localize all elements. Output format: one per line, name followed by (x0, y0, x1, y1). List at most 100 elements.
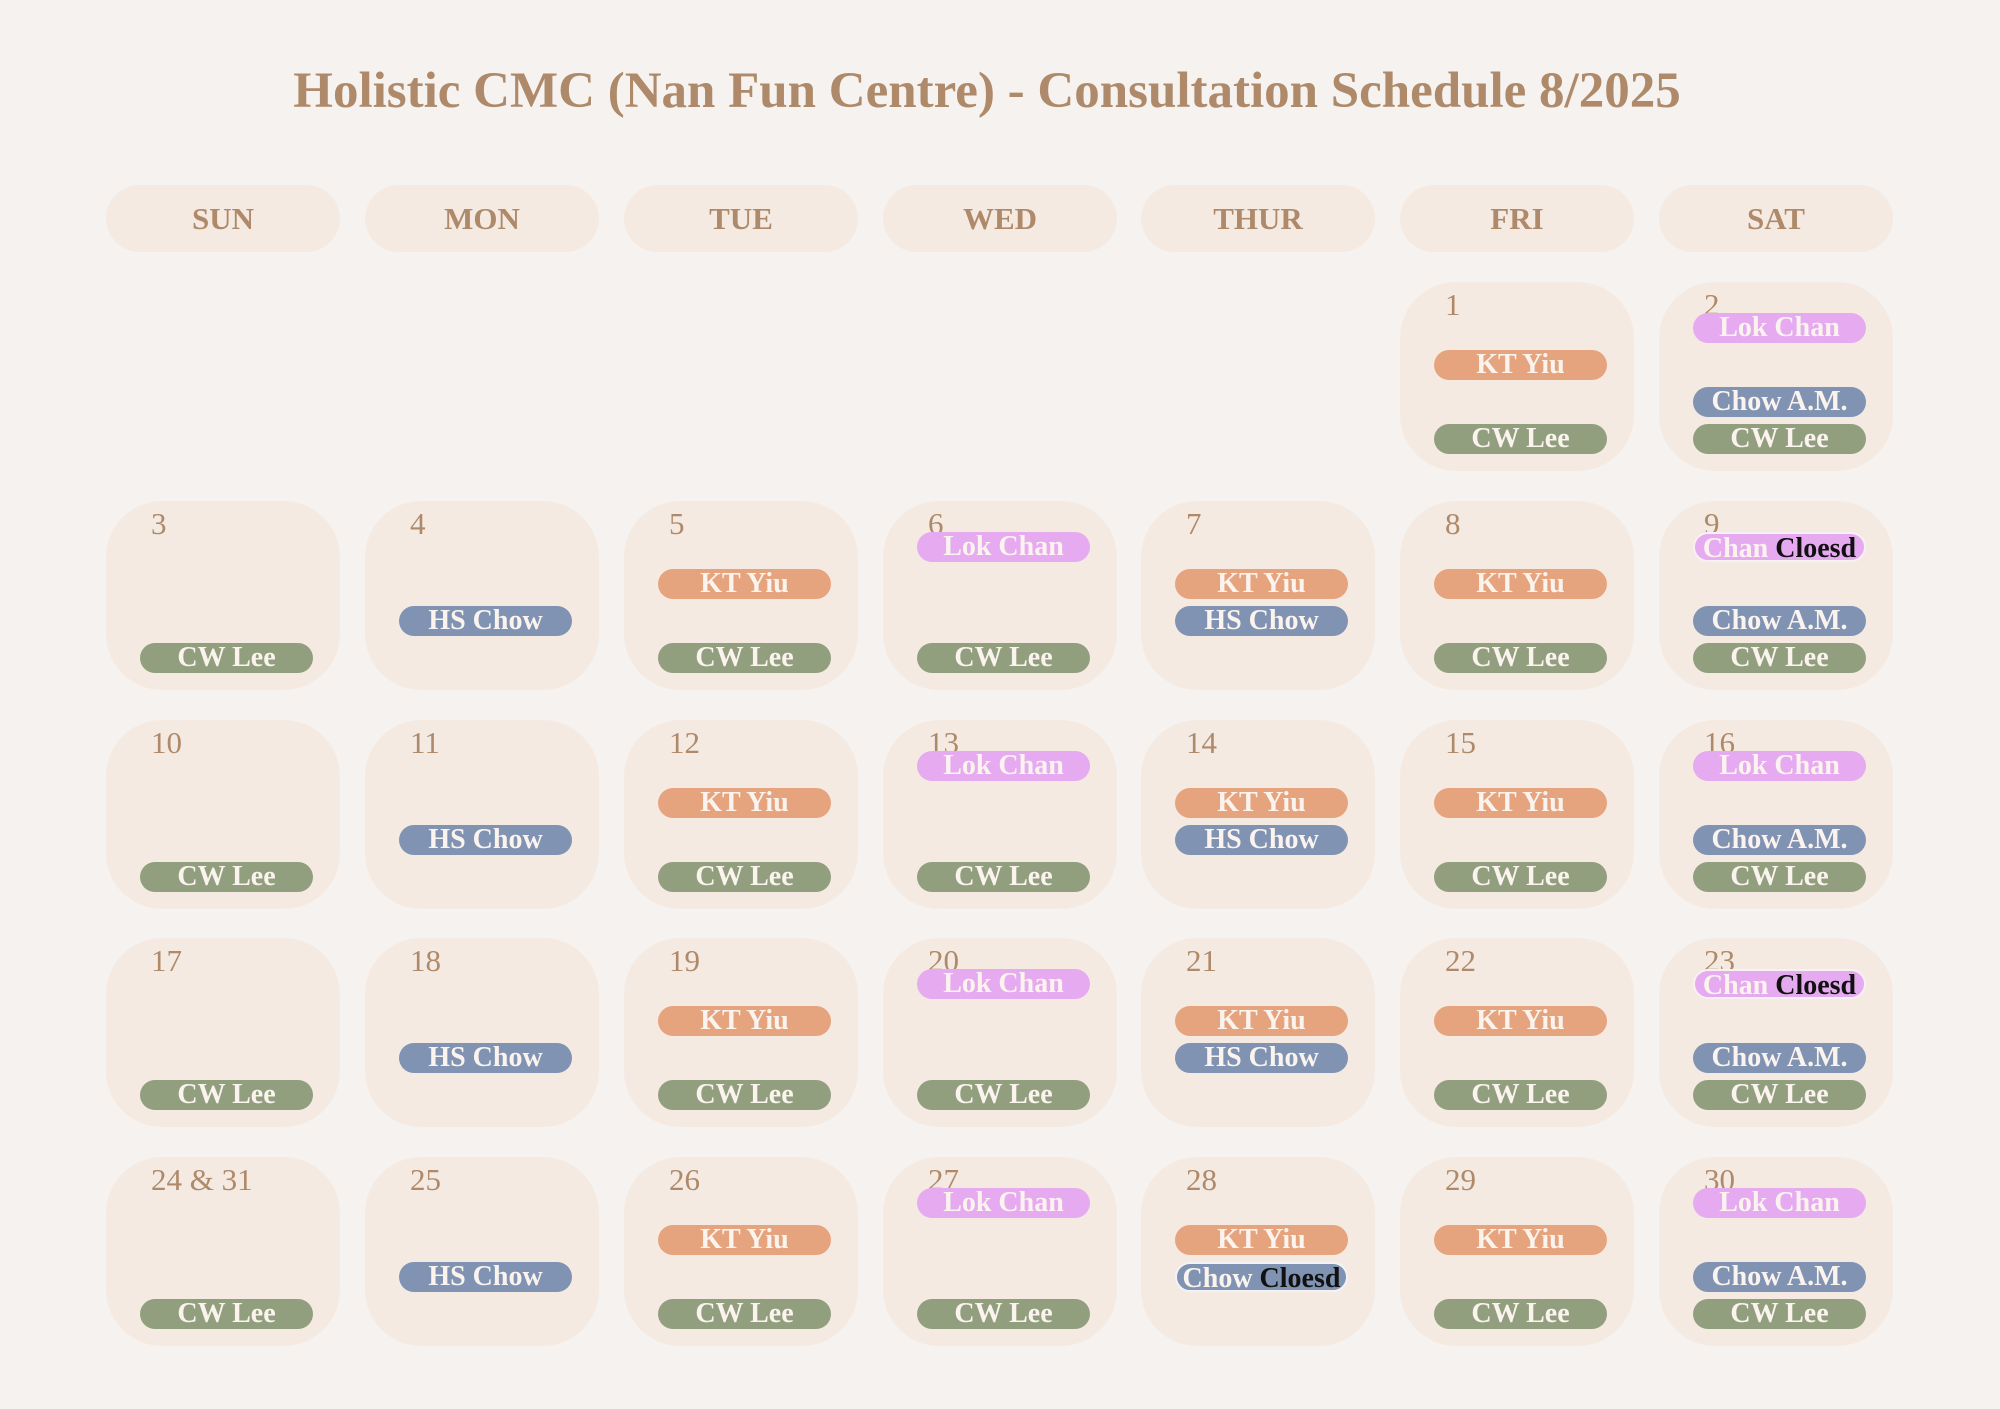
doctor-chip[interactable]: HS Chow (399, 1043, 572, 1073)
day-cell[interactable]: 24 & 31 CW Lee (106, 1157, 340, 1346)
day-cell[interactable]: 27 Lok Chan CW Lee (883, 1157, 1117, 1346)
day-cell[interactable]: 25 HS Chow (365, 1157, 599, 1346)
day-cell[interactable]: 2 Lok Chan Chow A.M. CW Lee (1659, 282, 1893, 471)
doctor-chip[interactable]: CW Lee (1693, 424, 1866, 454)
day-cell[interactable]: 29 KT Yiu CW Lee (1400, 1157, 1634, 1346)
doctor-name: CW Lee (1730, 862, 1829, 892)
day-header-mon: MON (365, 185, 599, 252)
doctor-chip[interactable]: KT Yiu (1175, 1006, 1348, 1036)
day-cell[interactable]: 9 Chan Cloesd Chow A.M. CW Lee (1659, 501, 1893, 690)
closed-label: Cloesd (1259, 1263, 1341, 1292)
day-cell[interactable]: 22 KT Yiu CW Lee (1400, 938, 1634, 1127)
doctor-chip[interactable]: CW Lee (1434, 1080, 1607, 1110)
doctor-chip[interactable]: Lok Chan (917, 532, 1090, 562)
doctor-chip[interactable]: KT Yiu (658, 788, 831, 818)
doctor-chip[interactable]: HS Chow (1175, 825, 1348, 855)
doctor-chip[interactable]: CW Lee (1434, 424, 1607, 454)
doctor-chip[interactable]: CW Lee (658, 862, 831, 892)
day-cell[interactable]: 30 Lok Chan Chow A.M. CW Lee (1659, 1157, 1893, 1346)
doctor-chip[interactable]: HS Chow (1175, 606, 1348, 636)
doctor-chip[interactable]: Chow A.M. (1693, 606, 1866, 636)
closed-appointment-chip[interactable]: Chan Cloesd (1693, 969, 1866, 999)
day-cell[interactable]: 20 Lok Chan CW Lee (883, 938, 1117, 1127)
day-number: 28 (1186, 1162, 1217, 1197)
doctor-chip[interactable]: KT Yiu (1434, 1006, 1607, 1036)
doctor-chip[interactable]: HS Chow (399, 825, 572, 855)
doctor-chip[interactable]: HS Chow (399, 1262, 572, 1292)
doctor-chip[interactable]: HS Chow (1175, 1043, 1348, 1073)
doctor-chip[interactable]: Lok Chan (1693, 313, 1866, 343)
doctor-chip[interactable]: KT Yiu (658, 1006, 831, 1036)
doctor-chip[interactable]: CW Lee (140, 862, 313, 892)
doctor-chip[interactable]: KT Yiu (1434, 569, 1607, 599)
doctor-chip[interactable]: CW Lee (1693, 643, 1866, 673)
doctor-name: CW Lee (695, 1080, 794, 1110)
day-cell[interactable]: 11 HS Chow (365, 720, 599, 909)
day-cell[interactable]: 12 KT Yiu CW Lee (624, 720, 858, 909)
day-cell[interactable]: 8 KT Yiu CW Lee (1400, 501, 1634, 690)
doctor-chip[interactable]: CW Lee (917, 643, 1090, 673)
day-cell[interactable]: 18 HS Chow (365, 938, 599, 1127)
day-cell[interactable]: 14 KT Yiu HS Chow (1141, 720, 1375, 909)
day-cell[interactable]: 19 KT Yiu CW Lee (624, 938, 858, 1127)
day-cell[interactable]: 7 KT Yiu HS Chow (1141, 501, 1375, 690)
doctor-name: CW Lee (177, 643, 276, 673)
doctor-chip[interactable]: KT Yiu (1175, 788, 1348, 818)
doctor-chip[interactable]: KT Yiu (658, 569, 831, 599)
doctor-chip[interactable]: HS Chow (399, 606, 572, 636)
page-title: Holistic CMC (Nan Fun Centre) - Consulta… (293, 63, 1681, 119)
closed-appointment-chip[interactable]: Chan Cloesd (1693, 532, 1866, 562)
doctor-name: CW Lee (1471, 1299, 1570, 1329)
doctor-chip[interactable]: Lok Chan (917, 751, 1090, 781)
doctor-chip[interactable]: CW Lee (140, 643, 313, 673)
doctor-chip[interactable]: CW Lee (1693, 1080, 1866, 1110)
day-cell[interactable]: 17 CW Lee (106, 938, 340, 1127)
doctor-name: Lok Chan (1719, 313, 1840, 343)
doctor-chip[interactable]: CW Lee (917, 1299, 1090, 1329)
day-cell[interactable]: 16 Lok Chan Chow A.M. CW Lee (1659, 720, 1893, 909)
doctor-chip[interactable]: Chow A.M. (1693, 1043, 1866, 1073)
day-cell[interactable]: 28 KT Yiu Chow Cloesd (1141, 1157, 1375, 1346)
doctor-chip[interactable]: KT Yiu (658, 1225, 831, 1255)
day-cell[interactable]: 5 KT Yiu CW Lee (624, 501, 858, 690)
doctor-chip[interactable]: CW Lee (140, 1299, 313, 1329)
doctor-chip[interactable]: CW Lee (658, 643, 831, 673)
day-cell[interactable]: 21 KT Yiu HS Chow (1141, 938, 1375, 1127)
doctor-chip[interactable]: Chow A.M. (1693, 825, 1866, 855)
day-cell[interactable]: 1 KT Yiu CW Lee (1400, 282, 1634, 471)
doctor-chip[interactable]: CW Lee (1434, 643, 1607, 673)
day-cell[interactable]: 6 Lok Chan CW Lee (883, 501, 1117, 690)
day-number: 25 (410, 1162, 441, 1197)
doctor-chip[interactable]: KT Yiu (1434, 350, 1607, 380)
doctor-chip[interactable]: CW Lee (917, 1080, 1090, 1110)
closed-appointment-chip[interactable]: Chow Cloesd (1175, 1262, 1348, 1292)
doctor-chip[interactable]: KT Yiu (1175, 569, 1348, 599)
day-cell[interactable]: 13 Lok Chan CW Lee (883, 720, 1117, 909)
doctor-chip[interactable]: CW Lee (140, 1080, 313, 1110)
doctor-chip[interactable]: CW Lee (658, 1299, 831, 1329)
day-cell[interactable]: 15 KT Yiu CW Lee (1400, 720, 1634, 909)
doctor-chip[interactable]: CW Lee (658, 1080, 831, 1110)
doctor-chip[interactable]: CW Lee (1434, 1299, 1607, 1329)
day-header-tue: TUE (624, 185, 858, 252)
doctor-chip[interactable]: Lok Chan (917, 1188, 1090, 1218)
doctor-chip[interactable]: CW Lee (917, 862, 1090, 892)
doctor-chip[interactable]: KT Yiu (1175, 1225, 1348, 1255)
doctor-chip[interactable]: CW Lee (1693, 862, 1866, 892)
day-cell[interactable]: 26 KT Yiu CW Lee (624, 1157, 858, 1346)
doctor-chip[interactable]: Lok Chan (1693, 751, 1866, 781)
doctor-chip[interactable]: Chow A.M. (1693, 1262, 1866, 1292)
doctor-chip[interactable]: Lok Chan (1693, 1188, 1866, 1218)
doctor-chip[interactable]: KT Yiu (1434, 788, 1607, 818)
doctor-name: Chow (1182, 1263, 1253, 1292)
doctor-chip[interactable]: CW Lee (1434, 862, 1607, 892)
doctor-chip[interactable]: Chow A.M. (1693, 387, 1866, 417)
day-cell[interactable]: 4 HS Chow (365, 501, 599, 690)
day-cell[interactable]: 10 CW Lee (106, 720, 340, 909)
doctor-chip[interactable]: Lok Chan (917, 969, 1090, 999)
doctor-chip[interactable]: CW Lee (1693, 1299, 1866, 1329)
doctor-chip[interactable]: KT Yiu (1434, 1225, 1607, 1255)
day-cell[interactable]: 23 Chan Cloesd Chow A.M. CW Lee (1659, 938, 1893, 1127)
day-number: 1 (1445, 287, 1461, 322)
day-cell[interactable]: 3 CW Lee (106, 501, 340, 690)
